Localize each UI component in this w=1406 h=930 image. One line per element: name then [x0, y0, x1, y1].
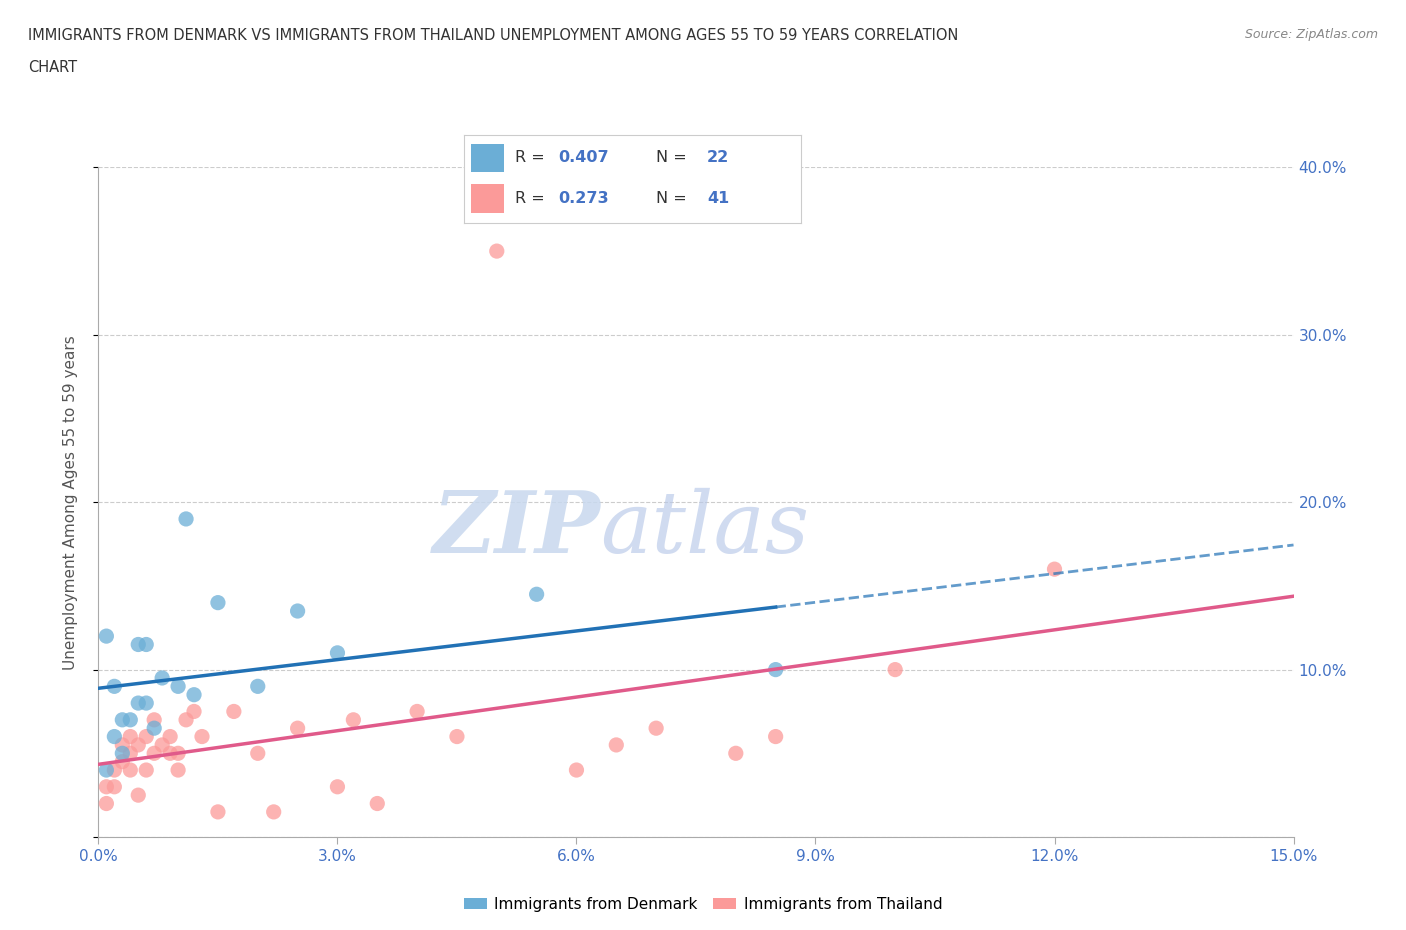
Point [120, 763, 142, 777]
Point [127, 637, 149, 652]
Point [174, 512, 197, 526]
Point [406, 704, 429, 719]
Point [167, 679, 190, 694]
Point [103, 679, 125, 694]
Point [135, 763, 157, 777]
Point [111, 746, 134, 761]
Point [96, 796, 118, 811]
Point [111, 712, 134, 727]
Point [135, 696, 157, 711]
Text: CHART: CHART [28, 60, 77, 75]
Point [207, 595, 229, 610]
Point [287, 604, 309, 618]
Point [183, 687, 205, 702]
Point [159, 729, 181, 744]
Text: atlas: atlas [600, 487, 810, 570]
Point [111, 737, 134, 752]
Text: 22: 22 [707, 151, 730, 166]
Point [605, 737, 627, 752]
Point [96, 629, 118, 644]
Text: 0.273: 0.273 [558, 191, 609, 206]
Point [246, 679, 269, 694]
Point [724, 746, 747, 761]
Text: ZIP: ZIP [433, 487, 600, 571]
Point [246, 746, 269, 761]
Point [526, 587, 548, 602]
Point [645, 721, 668, 736]
Point [143, 721, 166, 736]
Point [565, 763, 588, 777]
Text: R =: R = [515, 151, 550, 166]
Point [143, 746, 166, 761]
Point [183, 704, 205, 719]
Point [167, 746, 190, 761]
Point [222, 704, 245, 719]
Point [103, 729, 125, 744]
Text: N =: N = [657, 191, 692, 206]
Point [485, 244, 508, 259]
Point [120, 729, 142, 744]
Point [342, 712, 364, 727]
Point [103, 763, 125, 777]
Point [884, 662, 907, 677]
Point [127, 737, 149, 752]
Point [326, 645, 349, 660]
Y-axis label: Unemployment Among Ages 55 to 59 years: Unemployment Among Ages 55 to 59 years [63, 335, 77, 670]
Point [111, 754, 134, 769]
Point [207, 804, 229, 819]
Point [120, 712, 142, 727]
Point [263, 804, 285, 819]
Point [150, 737, 173, 752]
Point [127, 788, 149, 803]
Text: IMMIGRANTS FROM DENMARK VS IMMIGRANTS FROM THAILAND UNEMPLOYMENT AMONG AGES 55 T: IMMIGRANTS FROM DENMARK VS IMMIGRANTS FR… [28, 28, 959, 43]
Point [127, 696, 149, 711]
Point [191, 729, 214, 744]
Bar [471, 143, 505, 172]
Point [96, 779, 118, 794]
Point [167, 763, 190, 777]
Point [143, 712, 166, 727]
Text: N =: N = [657, 151, 692, 166]
Point [1043, 562, 1066, 577]
Point [135, 729, 157, 744]
Point [96, 763, 118, 777]
Point [120, 746, 142, 761]
Point [174, 712, 197, 727]
Point [366, 796, 388, 811]
Legend: Immigrants from Denmark, Immigrants from Thailand: Immigrants from Denmark, Immigrants from… [458, 891, 948, 918]
Text: 41: 41 [707, 191, 730, 206]
Point [765, 662, 787, 677]
Point [135, 637, 157, 652]
Point [287, 721, 309, 736]
Bar [471, 184, 505, 213]
Text: Source: ZipAtlas.com: Source: ZipAtlas.com [1244, 28, 1378, 41]
Text: 0.407: 0.407 [558, 151, 609, 166]
Point [446, 729, 468, 744]
Point [103, 779, 125, 794]
Point [326, 779, 349, 794]
Point [159, 746, 181, 761]
Text: R =: R = [515, 191, 550, 206]
Point [150, 671, 173, 685]
Point [765, 729, 787, 744]
